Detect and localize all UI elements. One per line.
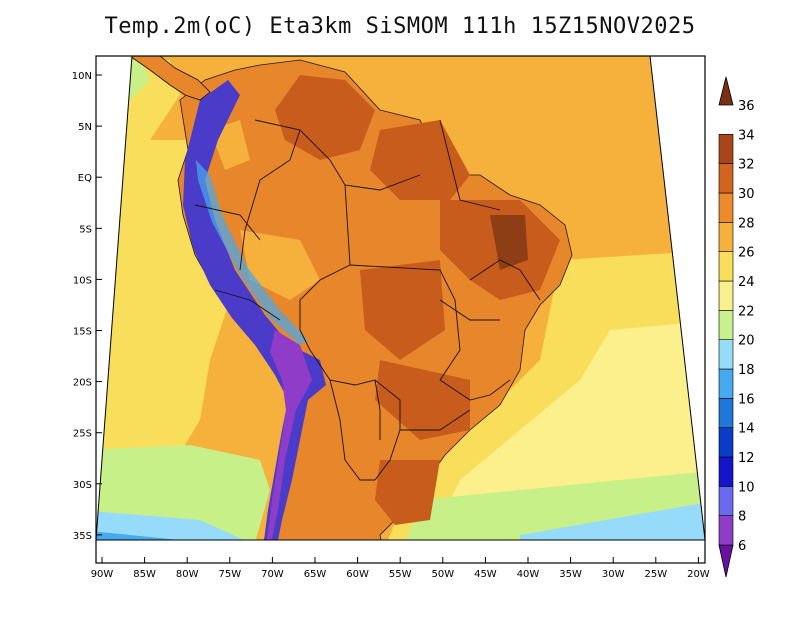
hot-region-venezuela bbox=[275, 75, 375, 160]
hot-region-rio-grande bbox=[375, 460, 440, 525]
colorbar-label: 20 bbox=[738, 334, 755, 349]
ocean-south-pacific-coldest-zone bbox=[96, 530, 240, 540]
mild-region-western-amazon bbox=[240, 230, 320, 300]
colorbar-label: 32 bbox=[738, 158, 755, 173]
lat-label: EQ bbox=[78, 173, 92, 184]
colorbar-label: 36 bbox=[738, 99, 755, 114]
lon-label: 70W bbox=[261, 569, 284, 580]
colorbar-label: 14 bbox=[738, 422, 755, 437]
lat-label: 25S bbox=[73, 429, 92, 440]
colorbar-swatch bbox=[718, 456, 734, 487]
map-title: Temp.2m(oC) Eta3km SiSMOM 111h 15Z15NOV2… bbox=[104, 14, 696, 39]
lat-label: 35S bbox=[73, 531, 92, 542]
lon-label: 50W bbox=[431, 569, 454, 580]
andes-cold-band bbox=[183, 80, 326, 540]
colorbar-label: 26 bbox=[738, 246, 755, 261]
colorbar-swatch bbox=[718, 368, 734, 399]
colorbar-swatch bbox=[718, 280, 734, 311]
andes-cool-slope bbox=[196, 160, 308, 345]
lon-label: 90W bbox=[91, 569, 114, 580]
lat-label: 5N bbox=[78, 122, 92, 133]
ocean-south-pacific-cold-zone bbox=[96, 445, 270, 540]
colorbar-swatch bbox=[718, 398, 734, 428]
colorbar-min-arrow bbox=[718, 544, 734, 578]
lat-label: 10N bbox=[72, 71, 92, 82]
colorbar-swatch bbox=[718, 515, 734, 546]
lon-label: 55W bbox=[389, 569, 412, 580]
lat-label: 30S bbox=[73, 480, 92, 491]
lat-label: 15S bbox=[73, 327, 92, 338]
colorbar-label: 30 bbox=[738, 187, 755, 202]
lat-label: 10S bbox=[73, 275, 92, 286]
colorbar-label: 28 bbox=[738, 216, 755, 231]
lon-label: 60W bbox=[346, 569, 369, 580]
colorbar-swatch bbox=[718, 222, 734, 252]
colorbar-label: 10 bbox=[738, 480, 755, 495]
lon-label: 75W bbox=[218, 569, 241, 580]
very-hot-region-northeast bbox=[490, 215, 528, 270]
lon-label: 80W bbox=[176, 569, 199, 580]
lat-label: 20S bbox=[73, 378, 92, 389]
longitude-axis: 90W 85W 80W 75W 70W 65W 60W 55W 50W 45W 40W 35W 30W 2… bbox=[91, 557, 710, 580]
colorbar-label: 8 bbox=[738, 510, 746, 525]
map-plot-area bbox=[96, 56, 705, 540]
country-borders bbox=[194, 119, 541, 481]
ocean-south-pacific-colder-zone bbox=[96, 510, 255, 540]
colorbar-swatch bbox=[718, 486, 734, 516]
colorbar-label: 12 bbox=[738, 451, 755, 466]
lon-label: 65W bbox=[304, 569, 327, 580]
colorbar-swatch bbox=[718, 427, 734, 458]
colorbar-label: 24 bbox=[738, 275, 755, 290]
colorbar-label: 16 bbox=[738, 392, 755, 407]
colorbar-swatch bbox=[718, 134, 734, 164]
colorbar-swatch bbox=[718, 339, 734, 370]
central-america-landmass bbox=[128, 56, 211, 101]
colorbar-label: 6 bbox=[738, 539, 746, 554]
lon-label: 40W bbox=[517, 569, 540, 580]
lon-label: 25W bbox=[644, 569, 667, 580]
lon-label: 20W bbox=[687, 569, 710, 580]
hot-region-southeast-brazil bbox=[375, 360, 470, 440]
ocean-south-atlantic-colder-zone bbox=[520, 500, 705, 540]
andes-coldest-band bbox=[266, 330, 312, 540]
lon-label: 45W bbox=[474, 569, 497, 580]
colorbar-swatch bbox=[718, 192, 734, 223]
lon-label: 85W bbox=[133, 569, 156, 580]
lon-label: 30W bbox=[602, 569, 625, 580]
colorbar: 6 8 10 12 14 16 18 20 22 24 26 28 30 32 34 36 bbox=[718, 76, 755, 578]
colorbar-label: 18 bbox=[738, 363, 755, 378]
colorbar-swatch bbox=[718, 251, 734, 282]
hot-region-central-brazil bbox=[360, 260, 445, 360]
latitude-axis: 10N 5N EQ 5S 10S 15S 20S 25S 30S 35S bbox=[72, 71, 102, 542]
colorbar-max-arrow bbox=[718, 76, 734, 106]
colorbar-swatch bbox=[718, 310, 734, 340]
colorbar-label: 22 bbox=[738, 304, 755, 319]
colorbar-label: 34 bbox=[738, 128, 755, 143]
lat-label: 5S bbox=[79, 224, 92, 235]
colorbar-swatch bbox=[718, 163, 734, 194]
lon-label: 35W bbox=[559, 569, 582, 580]
